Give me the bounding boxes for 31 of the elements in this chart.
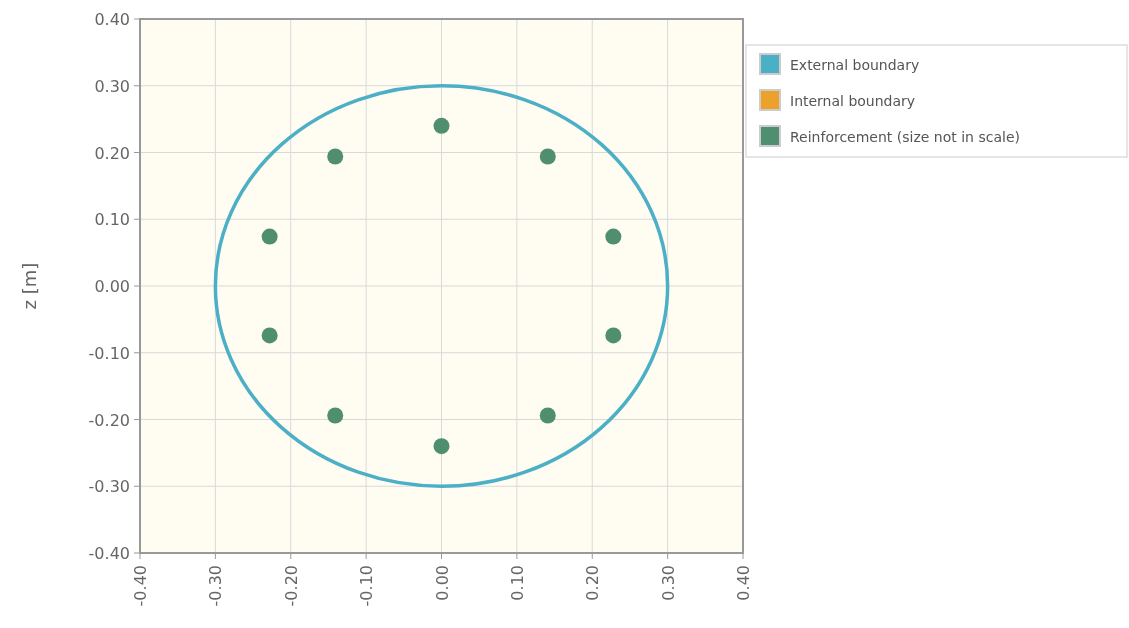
x-tick-label: -0.20 xyxy=(281,565,301,607)
y-tick-label: 0.20 xyxy=(94,143,130,163)
x-tick-label: -0.30 xyxy=(206,565,226,607)
point xyxy=(261,327,278,344)
y-tick-label: 0.40 xyxy=(94,10,130,29)
y-tick-label: -0.40 xyxy=(88,544,130,563)
point xyxy=(605,228,622,245)
y-tick-label: 0.00 xyxy=(94,277,130,296)
point xyxy=(433,117,450,134)
point xyxy=(327,148,344,165)
point xyxy=(433,438,450,455)
x-tick-label: 0.10 xyxy=(507,565,527,601)
x-tick-label: 0.40 xyxy=(734,565,753,601)
x-tick-label: -0.10 xyxy=(357,565,377,607)
x-tick-label: 0.20 xyxy=(583,565,603,601)
point xyxy=(539,407,556,424)
y-tick-label: 0.30 xyxy=(94,76,130,96)
point xyxy=(261,228,278,245)
legend-label: Internal boundary xyxy=(790,93,916,109)
y-tick-label: -0.30 xyxy=(88,477,130,497)
x-tick-label: 0.30 xyxy=(658,565,678,601)
point xyxy=(605,327,622,344)
legend-label: External boundary xyxy=(790,57,920,73)
y-tick-label: -0.10 xyxy=(88,343,130,363)
y-axis-title: z [m] xyxy=(19,262,40,310)
y-tick-label: -0.20 xyxy=(88,410,130,430)
x-tick-label: 0.00 xyxy=(432,565,452,601)
point xyxy=(327,407,344,424)
legend-label: Reinforcement (size not in scale) xyxy=(790,129,1020,145)
y-tick-label: 0.10 xyxy=(94,210,130,230)
point xyxy=(539,148,556,165)
